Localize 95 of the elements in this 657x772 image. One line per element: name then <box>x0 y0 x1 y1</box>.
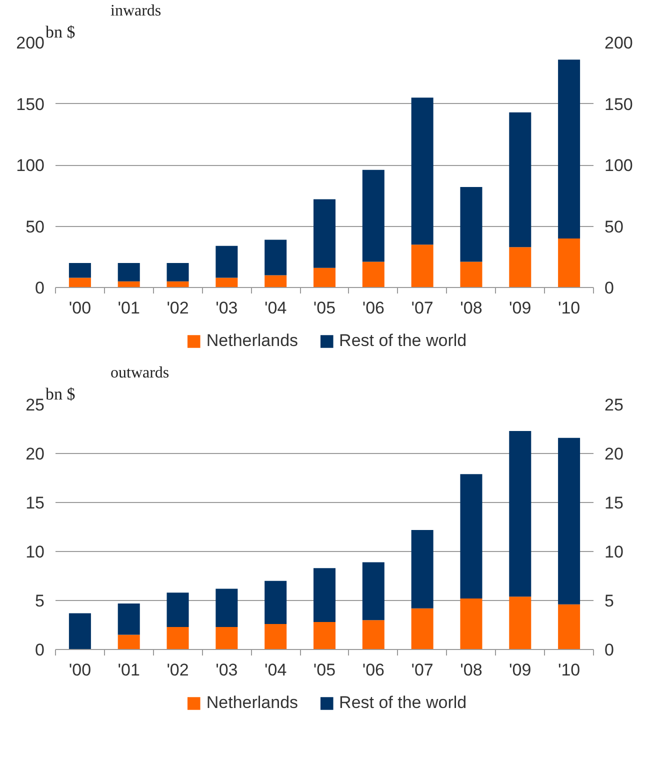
bar <box>509 596 532 650</box>
x-tick-label: '05 <box>313 298 336 318</box>
y-tick-label: 100 <box>16 156 45 175</box>
bar <box>68 278 91 288</box>
y2-tick-label: 150 <box>604 94 633 114</box>
bar <box>166 592 189 627</box>
bar <box>362 262 384 288</box>
x-tick-label: '01 <box>118 298 140 318</box>
y-tick-label: 0 <box>35 278 45 298</box>
y2-tick-label: 0 <box>604 278 614 298</box>
bar <box>68 263 91 278</box>
bar <box>313 199 336 268</box>
x-tick-label: '06 <box>362 298 384 318</box>
bar <box>216 588 238 627</box>
bar <box>264 624 287 650</box>
bar <box>118 281 140 288</box>
bar <box>118 263 140 282</box>
bar <box>264 275 287 288</box>
bar <box>118 634 140 650</box>
x-tick-label: '02 <box>166 298 189 318</box>
bar <box>216 278 238 288</box>
bar <box>411 244 434 288</box>
y-tick-label: 200 <box>16 34 45 52</box>
legend-label: Netherlands <box>206 331 298 351</box>
bar <box>509 430 532 597</box>
y-tick-label: 0 <box>35 640 45 660</box>
bar <box>558 604 580 650</box>
x-tick-label: '02 <box>166 660 189 680</box>
y2-tick-label: 10 <box>604 542 624 562</box>
x-tick-label: '10 <box>558 660 580 680</box>
x-tick-label: '05 <box>313 660 336 680</box>
x-tick-label: '01 <box>118 660 140 680</box>
y2-tick-label: 25 <box>604 396 624 414</box>
y2-tick-label: 20 <box>604 444 624 464</box>
bar <box>558 238 580 288</box>
x-tick-label: '06 <box>362 660 384 680</box>
y-tick-label: 150 <box>16 94 45 114</box>
chart-title: inwards <box>110 2 162 20</box>
x-tick-label: '08 <box>460 660 482 680</box>
bar <box>460 262 482 288</box>
bar <box>216 246 238 278</box>
bar <box>362 170 384 262</box>
legend-label: Rest of the world <box>339 331 467 351</box>
x-tick-label: '07 <box>411 660 434 680</box>
x-tick-label: '09 <box>509 660 532 680</box>
bar <box>460 474 482 599</box>
bar <box>166 263 189 282</box>
x-tick-label: '00 <box>68 660 92 680</box>
y-tick-label: 15 <box>26 494 45 512</box>
x-tick-label: '07 <box>411 298 434 318</box>
y-axis-title: bn $ <box>46 22 76 42</box>
x-tick-label: '04 <box>264 298 287 318</box>
bar <box>68 613 91 650</box>
y2-tick-label: 5 <box>604 592 614 610</box>
bar <box>509 247 532 288</box>
bar <box>313 568 336 622</box>
x-tick-label: '08 <box>460 298 482 318</box>
y-axis-title: bn $ <box>46 384 76 404</box>
bar <box>558 60 580 238</box>
bar <box>313 268 336 288</box>
bar <box>216 626 238 650</box>
x-tick-label: '00 <box>68 298 92 318</box>
x-tick-label: '03 <box>216 298 238 318</box>
bar <box>313 622 336 650</box>
x-tick-label: '10 <box>558 298 580 318</box>
bar <box>362 562 384 620</box>
y2-tick-label: 50 <box>604 217 624 236</box>
bar <box>411 98 434 245</box>
y2-tick-label: 100 <box>604 156 633 175</box>
y-tick-label: 5 <box>35 592 45 610</box>
legend-label: Netherlands <box>206 693 298 713</box>
bar <box>460 598 482 650</box>
bar <box>558 438 580 604</box>
x-tick-label: '03 <box>216 660 238 680</box>
y-tick-label: 25 <box>26 396 45 414</box>
bar <box>264 240 287 276</box>
bar <box>362 620 384 650</box>
y2-tick-label: 0 <box>604 640 614 660</box>
x-tick-label: '09 <box>509 298 532 318</box>
bar <box>166 281 189 288</box>
x-tick-label: '04 <box>264 660 287 680</box>
bar <box>166 626 189 650</box>
bar <box>264 580 287 624</box>
y-tick-label: 10 <box>26 542 45 562</box>
legend-label: Rest of the world <box>339 693 467 713</box>
bar <box>411 530 434 608</box>
bar <box>460 187 482 262</box>
bar <box>118 603 140 635</box>
y-tick-label: 50 <box>26 217 45 236</box>
y2-tick-label: 200 <box>604 34 633 52</box>
bar <box>411 608 434 650</box>
y-tick-label: 20 <box>26 444 45 464</box>
chart-title: outwards <box>110 364 170 382</box>
bar <box>509 112 532 248</box>
y2-tick-label: 15 <box>604 494 624 512</box>
